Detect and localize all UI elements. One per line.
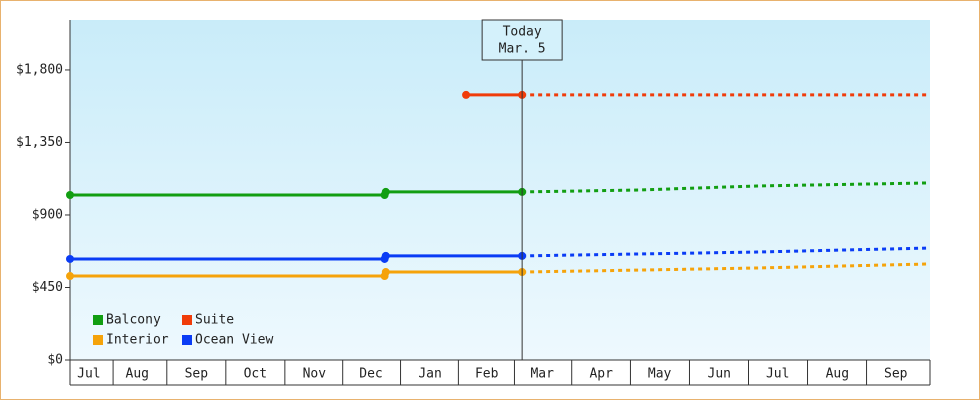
x-tick-label: Oct [244, 367, 267, 382]
x-tick-label: Aug [826, 367, 849, 382]
price-point [381, 187, 390, 196]
forecast-line [522, 246, 931, 258]
y-tick-label: $0 [47, 353, 63, 368]
today-box [481, 19, 563, 61]
y-tick-label: $900 [32, 207, 63, 222]
forecast-line [522, 181, 931, 194]
legend-label: Ocean View [195, 333, 273, 348]
price-point [66, 190, 74, 199]
legend-swatch [93, 335, 103, 345]
x-tick-label: Jun [708, 367, 731, 382]
plot-area [70, 20, 930, 360]
x-tick-label: Apr [589, 367, 613, 382]
legend-swatch [93, 315, 103, 325]
legend-label: Interior [106, 333, 169, 348]
y-tick-label: $450 [32, 280, 63, 295]
y-tick-label: $1,350 [16, 135, 63, 150]
y-tick-label: $1,800 [16, 62, 63, 77]
price-point [381, 268, 390, 277]
x-tick-label: May [648, 367, 672, 382]
x-tick-label: Feb [475, 367, 499, 382]
x-tick-label: Aug [126, 367, 149, 382]
x-tick-label: Sep [884, 367, 908, 382]
x-tick-label: Jul [77, 367, 100, 382]
x-tick-label: Nov [303, 367, 327, 382]
price-point [66, 254, 74, 263]
legend-label: Suite [195, 313, 234, 328]
today-label: Mar. 5 [499, 42, 546, 57]
today-label: Today [503, 25, 542, 40]
x-tick-label: Sep [185, 367, 209, 382]
price-point [462, 90, 471, 99]
x-tick-label: Jul [766, 367, 789, 382]
legend-label: Balcony [106, 313, 161, 328]
legend-swatch [182, 315, 192, 325]
legend-swatch [182, 335, 192, 345]
x-tick-label: Mar [530, 367, 554, 382]
forecast-line [522, 262, 931, 274]
price-point [381, 251, 390, 260]
price-point [66, 272, 74, 281]
x-tick-label: Dec [359, 367, 382, 382]
x-tick-label: Jan [418, 367, 441, 382]
